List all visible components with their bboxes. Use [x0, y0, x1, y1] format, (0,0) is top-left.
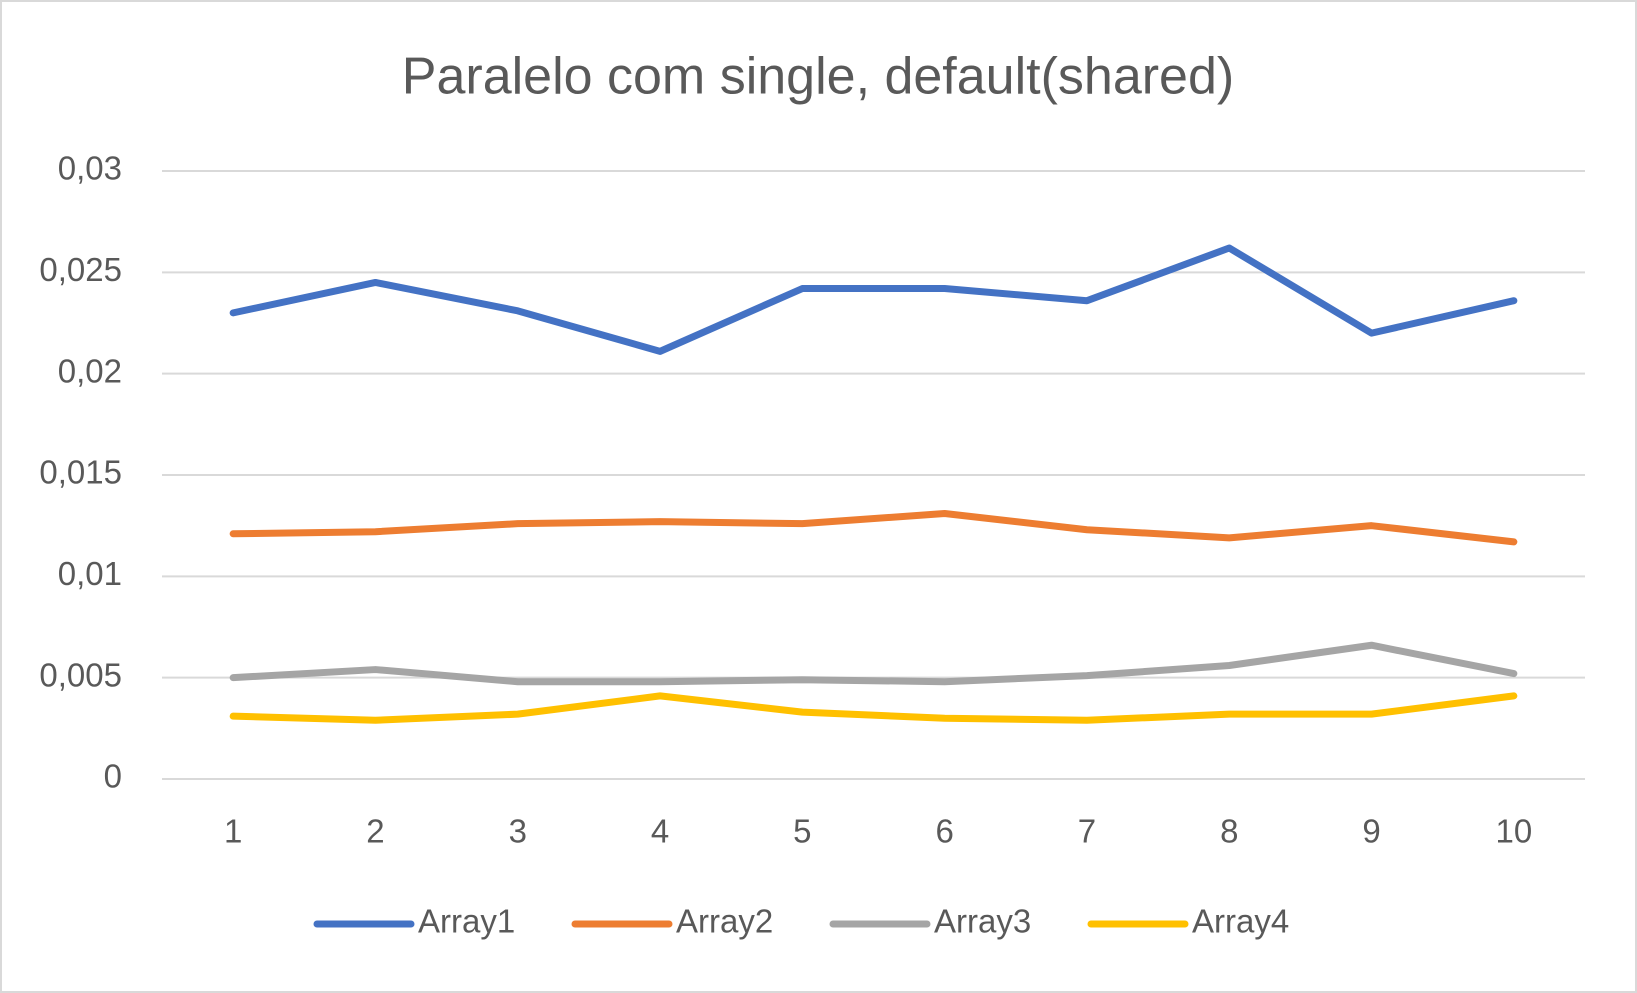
x-tick-label: 9 [1362, 813, 1380, 850]
y-tick-label: 0,025 [39, 251, 122, 288]
x-tick-label: 8 [1220, 813, 1238, 850]
series-line [229, 244, 1518, 355]
series-line [229, 510, 1518, 546]
y-tick-label: 0,01 [58, 555, 122, 592]
x-tick-label: 5 [793, 813, 811, 850]
x-tick-label: 4 [651, 813, 669, 850]
chart-title: Paralelo com single, default(shared) [402, 48, 1234, 106]
y-tick-label: 0,03 [58, 150, 122, 187]
x-tick-label: 10 [1495, 813, 1532, 850]
x-tick-label: 1 [224, 813, 242, 850]
y-tick-label: 0,015 [39, 454, 122, 491]
legend-label: Array4 [1192, 903, 1289, 940]
y-tick-label: 0 [104, 758, 122, 795]
series-line [229, 692, 1518, 724]
legend-label: Array1 [418, 903, 515, 940]
legend-label: Array2 [676, 903, 773, 940]
legend-label: Array3 [934, 903, 1031, 940]
y-tick-label: 0,005 [39, 656, 122, 693]
x-tick-label: 3 [509, 813, 527, 850]
x-tick-label: 7 [1078, 813, 1096, 850]
x-tick-label: 6 [935, 813, 953, 850]
x-tick-label: 2 [366, 813, 384, 850]
series-line [229, 641, 1518, 686]
y-tick-label: 0,02 [58, 352, 122, 389]
